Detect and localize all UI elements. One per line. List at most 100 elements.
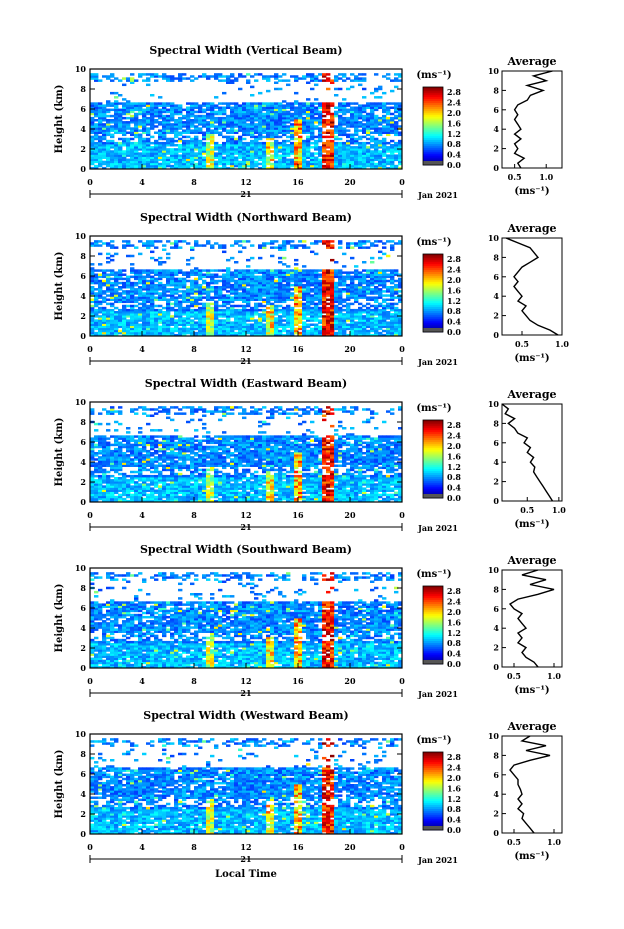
heatmap-cell — [138, 271, 143, 274]
heatmap-cell — [342, 298, 347, 301]
heatmap-cell — [346, 308, 351, 312]
heatmap-cell — [90, 487, 95, 490]
heatmap-cell — [362, 333, 367, 337]
heatmap-cell — [266, 110, 271, 114]
heatmap-cell — [346, 306, 351, 310]
heatmap-cell — [166, 119, 171, 122]
heatmap-cell — [270, 240, 275, 243]
heatmap-cell — [370, 116, 375, 120]
heatmap-cell — [354, 106, 359, 109]
heatmap-cell — [354, 154, 359, 157]
heatmap-cell — [394, 306, 399, 310]
heatmap-cell — [238, 141, 243, 145]
heatmap-cell — [246, 114, 251, 118]
heatmap-cell — [322, 319, 327, 322]
heatmap-cell — [170, 112, 175, 116]
heatmap-cell — [218, 133, 223, 137]
heatmap-cell — [270, 286, 275, 289]
heatmap-cell — [278, 79, 283, 82]
heatmap-cell — [382, 246, 387, 249]
heatmap-cell — [190, 154, 195, 157]
heatmap-cell — [318, 102, 323, 105]
heatmap-cell — [306, 304, 311, 308]
heatmap-cell — [98, 493, 103, 497]
heatmap-cell — [246, 160, 251, 164]
heatmap-cell — [350, 123, 355, 126]
heatmap-cell — [238, 139, 243, 143]
heatmap-cell — [190, 286, 195, 289]
heatmap-cell — [306, 135, 311, 139]
heatmap-cell — [282, 325, 287, 329]
average-x-axis-label: (ms⁻¹) — [514, 353, 549, 364]
heatmap-cell — [378, 146, 383, 149]
heatmap-cell — [370, 106, 375, 109]
heatmap-cell — [146, 150, 151, 153]
heatmap-cell — [102, 481, 107, 484]
heatmap-cell — [382, 106, 387, 109]
heatmap-cell — [158, 114, 163, 118]
heatmap-cell — [394, 327, 399, 331]
heatmap-cell — [298, 279, 303, 283]
heatmap-cell — [262, 298, 267, 301]
heatmap-cell — [166, 300, 171, 304]
heatmap-cell — [346, 150, 351, 153]
heatmap-cell — [350, 325, 355, 329]
heatmap-cell — [90, 110, 95, 114]
heatmap-cell — [158, 141, 163, 145]
heatmap-cell — [350, 119, 355, 122]
heatmap-cell — [366, 102, 371, 105]
heatmap-cell — [366, 141, 371, 145]
heatmap-cell — [154, 79, 159, 82]
heatmap-cell — [366, 331, 371, 335]
heatmap-cell — [190, 319, 195, 322]
heatmap-cell — [394, 104, 399, 107]
heatmap-cell — [306, 333, 311, 337]
heatmap-cell — [278, 87, 283, 91]
heatmap-cell — [162, 286, 167, 289]
heatmap-cell — [194, 102, 199, 105]
heatmap-cell — [178, 271, 183, 274]
heatmap-cell — [102, 321, 107, 324]
heatmap-cell — [126, 162, 131, 166]
heatmap-cell — [278, 112, 283, 116]
heatmap-cell — [158, 319, 163, 322]
heatmap-cell — [378, 271, 383, 274]
heatmap-cell — [274, 75, 279, 78]
heatmap-cell — [134, 150, 139, 153]
heatmap-cell — [310, 306, 315, 310]
heatmap-cell — [386, 127, 391, 130]
heatmap-cell — [210, 298, 215, 301]
heatmap-cell — [118, 271, 123, 274]
heatmap-cell — [130, 141, 135, 145]
colorbar-swatch — [423, 302, 443, 306]
heatmap-cell — [206, 281, 211, 285]
heatmap-cell — [278, 275, 283, 279]
heatmap-cell — [210, 321, 215, 324]
heatmap-cell — [178, 162, 183, 166]
heatmap-cell — [374, 87, 379, 91]
heatmap-cell — [146, 116, 151, 120]
heatmap-cell — [102, 333, 107, 337]
heatmap-cell — [102, 271, 107, 274]
heatmap-cell — [242, 269, 247, 272]
heatmap-cell — [98, 106, 103, 109]
heatmap-cell — [178, 246, 183, 249]
heatmap-cell — [130, 329, 135, 333]
colorbar-swatch — [423, 92, 443, 96]
heatmap-cell — [354, 265, 359, 268]
heatmap-cell — [362, 96, 367, 99]
heatmap-cell — [250, 311, 255, 314]
heatmap-cell — [326, 325, 331, 329]
heatmap-cell — [338, 290, 343, 293]
heatmap-cell — [370, 315, 375, 318]
heatmap-cell — [94, 454, 99, 457]
heatmap-cell — [94, 146, 99, 149]
heatmap-cell — [102, 317, 107, 320]
heatmap-cell — [122, 116, 127, 120]
heatmap-cell — [374, 308, 379, 312]
heatmap-cell — [142, 104, 147, 107]
heatmap-cell — [146, 123, 151, 126]
heatmap-cell — [142, 162, 147, 166]
heatmap-cell — [142, 148, 147, 151]
heatmap-cell — [174, 302, 179, 306]
